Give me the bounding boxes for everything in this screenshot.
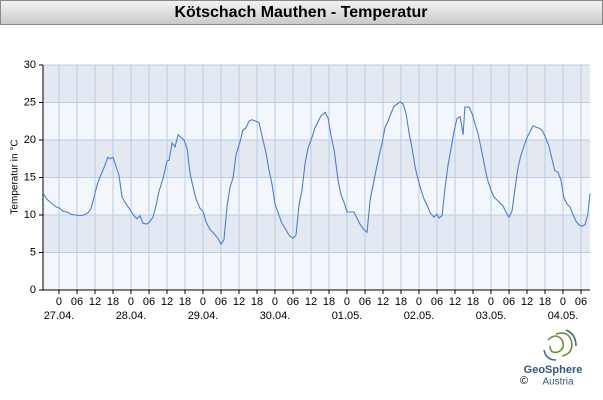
x-tick-label: 0: [272, 296, 278, 308]
y-tick-label: 15: [24, 171, 36, 183]
x-tick-label: 12: [161, 296, 173, 308]
x-date-label: 27.04.: [44, 310, 75, 322]
plot-band: [43, 140, 590, 178]
x-tick-label: 12: [89, 296, 101, 308]
brand-sub: Austria: [542, 377, 574, 388]
logo: [543, 329, 577, 361]
x-tick-label: 06: [575, 296, 587, 308]
x-tick-label: 0: [128, 296, 134, 308]
y-tick-label: 10: [24, 209, 36, 221]
x-tick-label: 12: [377, 296, 389, 308]
x-tick-label: 0: [416, 296, 422, 308]
x-tick-label: 18: [395, 296, 407, 308]
x-tick-label: 06: [359, 296, 371, 308]
x-tick-label: 18: [107, 296, 119, 308]
plot-band: [43, 177, 590, 215]
x-date-label: 30.04.: [260, 310, 291, 322]
x-date-label: 28.04.: [116, 310, 147, 322]
x-tick-label: 12: [305, 296, 317, 308]
plot-band: [43, 102, 590, 140]
x-tick-label: 0: [56, 296, 62, 308]
x-tick-label: 18: [467, 296, 479, 308]
y-tick-label: 20: [24, 134, 36, 146]
y-tick-label: 0: [30, 284, 36, 296]
x-tick-label: 18: [179, 296, 191, 308]
x-tick-label: 18: [323, 296, 335, 308]
x-date-label: 29.04.: [188, 310, 219, 322]
x-tick-label: 18: [251, 296, 263, 308]
plot-band: [43, 252, 590, 290]
brand: GeoSphere: [524, 364, 583, 376]
x-date-label: 01.05.: [332, 310, 363, 322]
x-date-label: 04.05.: [548, 310, 579, 322]
x-tick-label: 06: [143, 296, 155, 308]
x-tick-label: 06: [71, 296, 83, 308]
x-tick-label: 0: [560, 296, 566, 308]
x-tick-label: 06: [215, 296, 227, 308]
plot-band: [43, 215, 590, 253]
plot-band: [43, 65, 590, 103]
chart-title: Kötschach Mauthen - Temperatur: [174, 4, 427, 21]
x-tick-label: 18: [539, 296, 551, 308]
x-tick-label: 0: [200, 296, 206, 308]
x-tick-label: 0: [344, 296, 350, 308]
x-date-label: 03.05.: [476, 310, 507, 322]
y-axis-title: Temperatur in °C: [10, 139, 21, 214]
temperature-line: [42, 101, 591, 246]
copyright: ©: [520, 375, 528, 387]
y-tick-label: 25: [24, 96, 36, 108]
y-tick-label: 30: [24, 59, 36, 71]
x-tick-label: 12: [449, 296, 461, 308]
x-tick-label: 06: [287, 296, 299, 308]
x-tick-label: 06: [431, 296, 443, 308]
y-tick-label: 5: [30, 246, 36, 258]
x-tick-label: 12: [233, 296, 245, 308]
x-date-label: 02.05.: [404, 310, 435, 322]
title-bar: [0, 0, 603, 25]
x-tick-label: 06: [503, 296, 515, 308]
x-tick-label: 12: [521, 296, 533, 308]
x-tick-label: 0: [488, 296, 494, 308]
